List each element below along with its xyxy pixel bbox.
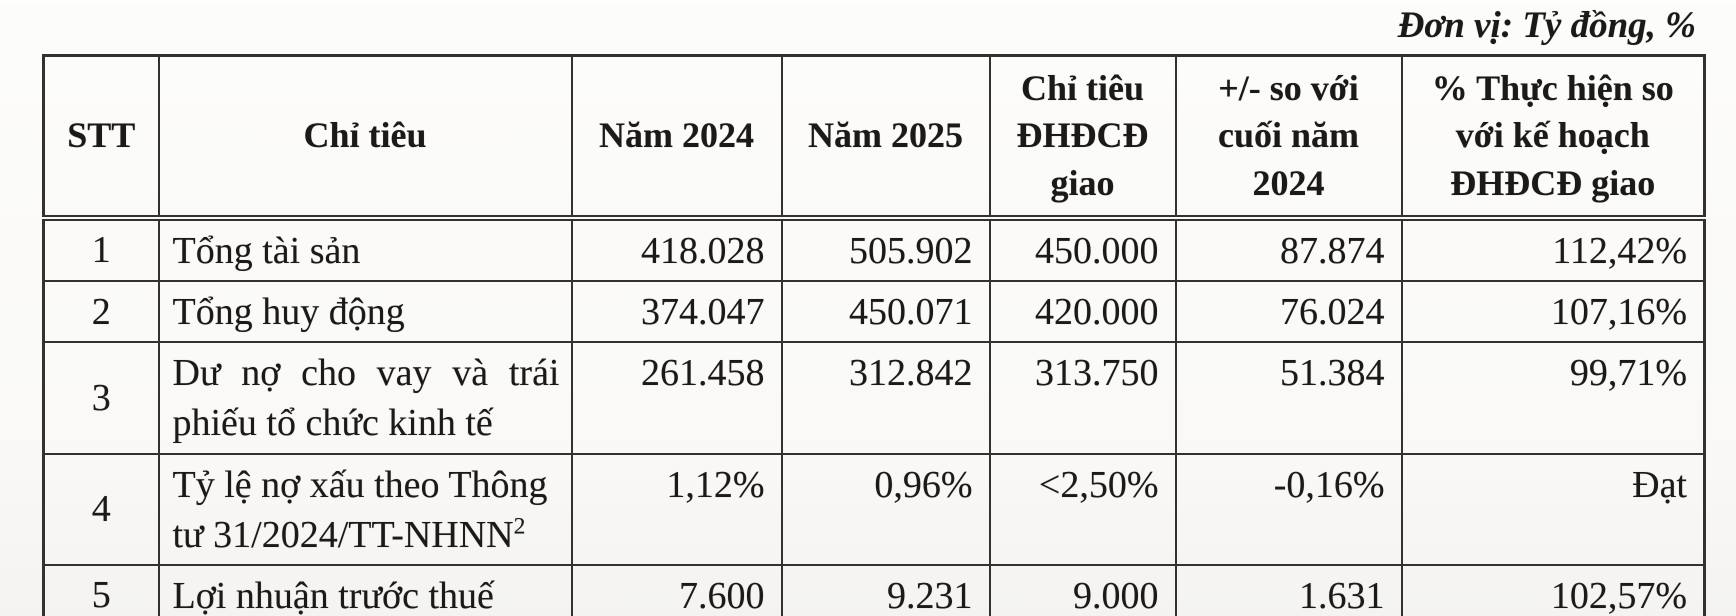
header-row: STT Chỉ tiêu Năm 2024 Năm 2025 Chỉ tiêu …	[42, 54, 1706, 221]
cell-label-text: Tỷ lệ nợ xấu theo Thông tư 31/2024/TT-NH…	[172, 463, 548, 556]
header-nam-2025: Năm 2025	[780, 54, 991, 221]
cell-label: Dư nợ cho vay và trái phiếu tổ chức kinh…	[157, 341, 573, 455]
cell-stt: 2	[42, 280, 160, 344]
footnote-marker: 2	[513, 513, 526, 540]
cell-change: 76.024	[1174, 280, 1403, 344]
table-row: 4 Tỷ lệ nợ xấu theo Thông tư 31/2024/TT-…	[42, 452, 1706, 566]
performance-table: STT Chỉ tiêu Năm 2024 Năm 2025 Chỉ tiêu …	[42, 54, 1706, 616]
cell-nam-2025: 0,96%	[780, 452, 991, 566]
cell-label: Tỷ lệ nợ xấu theo Thông tư 31/2024/TT-NH…	[157, 452, 573, 566]
cell-label: Lợi nhuận trước thuế	[157, 563, 573, 616]
cell-stt: 4	[42, 452, 160, 566]
cell-change: 1.631	[1174, 563, 1403, 616]
cell-label: Tổng tài sản	[157, 216, 573, 283]
cell-nam-2024: 7.600	[570, 563, 783, 616]
cell-pct: 102,57%	[1400, 563, 1706, 616]
cell-change: 51.384	[1174, 341, 1403, 455]
header-pct-vs-plan: % Thực hiện so với kế hoạch ĐHĐCĐ giao	[1400, 54, 1706, 221]
cell-pct: 107,16%	[1400, 280, 1706, 344]
cell-target: 313.750	[988, 341, 1177, 455]
cell-nam-2024: 1,12%	[570, 452, 783, 566]
cell-nam-2025: 312.842	[780, 341, 991, 455]
cell-stt: 1	[42, 216, 160, 283]
cell-target: 420.000	[988, 280, 1177, 344]
header-nam-2024: Năm 2024	[570, 54, 783, 221]
cell-change: 87.874	[1174, 216, 1403, 283]
document-page: Đơn vị: Tỷ đồng, % STT Chỉ tiêu Năm 2024…	[0, 4, 1736, 616]
header-change-vs-2024: +/- so với cuối năm 2024	[1174, 54, 1403, 221]
cell-pct: 99,71%	[1400, 341, 1706, 455]
table-row: 3 Dư nợ cho vay và trái phiếu tổ chức ki…	[42, 341, 1706, 455]
header-stt: STT	[42, 54, 160, 221]
cell-stt: 3	[42, 341, 160, 455]
cell-label: Tổng huy động	[157, 280, 573, 344]
header-chi-tieu: Chỉ tiêu	[157, 54, 573, 221]
cell-target: 450.000	[988, 216, 1177, 283]
cell-nam-2024: 418.028	[570, 216, 783, 283]
cell-stt: 5	[42, 563, 160, 616]
cell-nam-2025: 505.902	[780, 216, 991, 283]
cell-change: -0,16%	[1174, 452, 1403, 566]
unit-note: Đơn vị: Tỷ đồng, %	[1397, 5, 1696, 46]
cell-nam-2024: 374.047	[570, 280, 783, 344]
header-target-dhdcd: Chỉ tiêu ĐHĐCĐ giao	[988, 54, 1177, 221]
table-row: 5 Lợi nhuận trước thuế 7.600 9.231 9.000…	[42, 563, 1706, 616]
cell-nam-2024: 261.458	[570, 341, 783, 455]
cell-pct: 112,42%	[1400, 216, 1706, 283]
cell-nam-2025: 9.231	[780, 563, 991, 616]
cell-target: <2,50%	[988, 452, 1177, 566]
cell-target: 9.000	[988, 563, 1177, 616]
cell-nam-2025: 450.071	[780, 280, 991, 344]
cell-pct: Đạt	[1400, 452, 1706, 566]
table-row: 2 Tổng huy động 374.047 450.071 420.000 …	[42, 280, 1706, 344]
table-row: 1 Tổng tài sản 418.028 505.902 450.000 8…	[42, 216, 1706, 283]
